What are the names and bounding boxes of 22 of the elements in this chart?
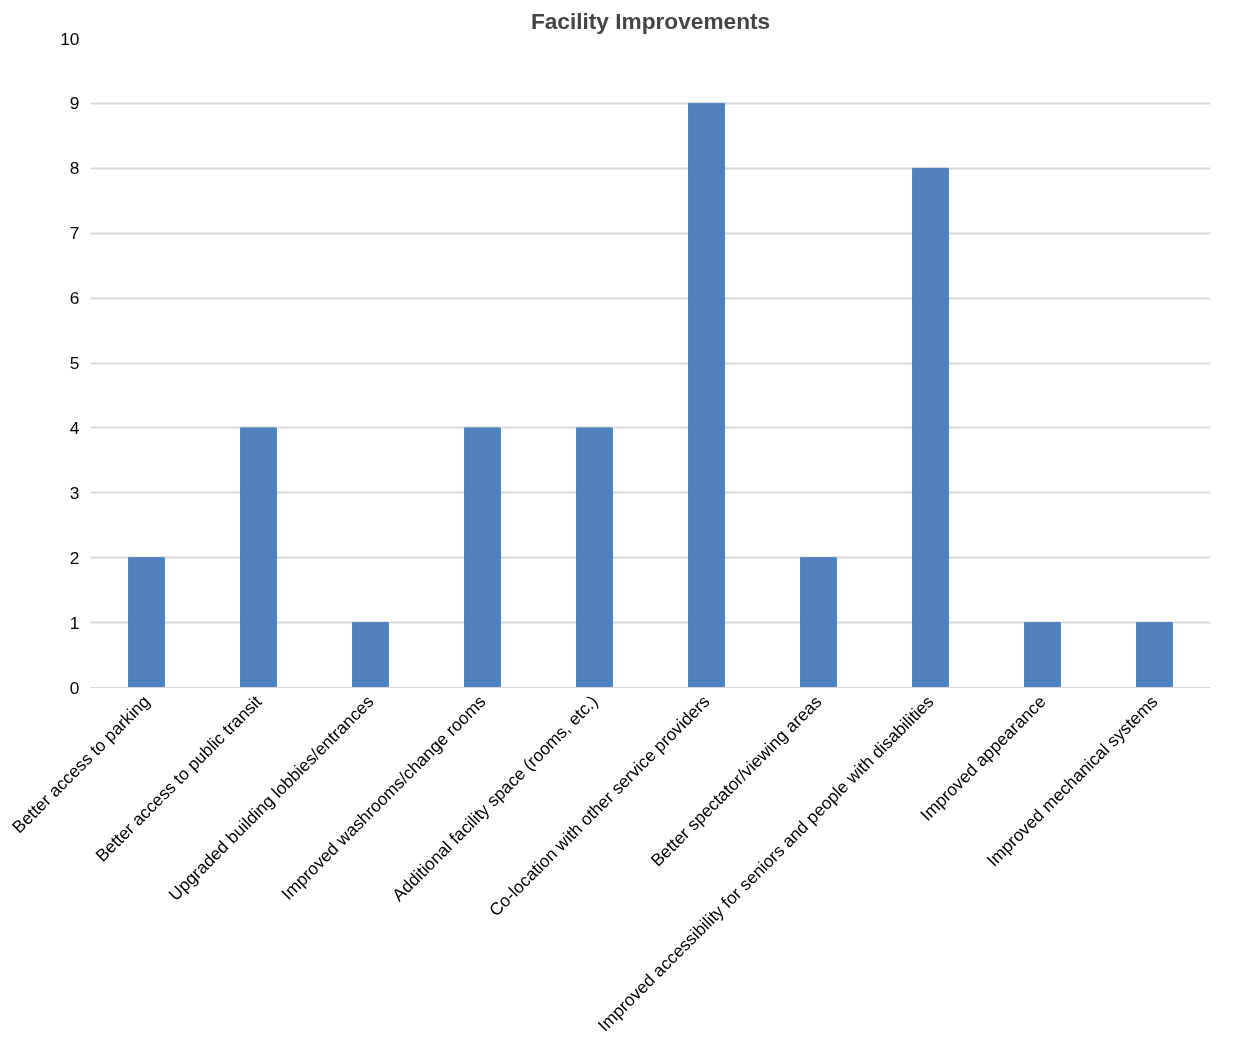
- y-tick-label: 8: [69, 158, 80, 179]
- y-tick-label: 4: [69, 417, 80, 438]
- y-tick-label: 7: [69, 223, 80, 244]
- bar: [800, 557, 837, 688]
- chart-title: Facility Improvements: [530, 7, 771, 34]
- bar: [576, 427, 613, 688]
- y-tick-label: 6: [69, 288, 80, 309]
- bar: [688, 102, 725, 688]
- bar: [352, 622, 389, 688]
- y-tick-label: 3: [69, 482, 80, 503]
- y-tick-label: 5: [69, 353, 80, 373]
- bar: [464, 427, 501, 688]
- bar: [240, 427, 277, 688]
- y-tick-label: 1: [69, 612, 80, 633]
- y-tick-label: 10: [60, 28, 80, 49]
- y-tick-label: 0: [69, 677, 80, 698]
- bar: [912, 167, 949, 688]
- bar: [128, 557, 165, 688]
- y-tick-label: 2: [69, 547, 80, 568]
- bar: [1024, 622, 1061, 688]
- y-tick-label: 9: [69, 93, 80, 114]
- bar: [1136, 622, 1173, 688]
